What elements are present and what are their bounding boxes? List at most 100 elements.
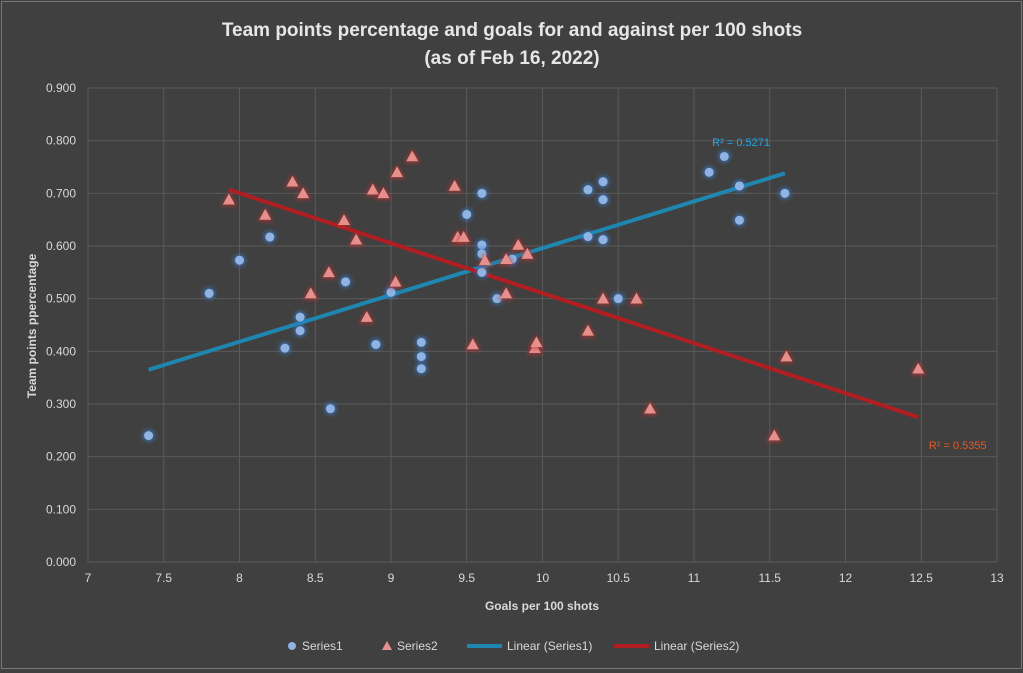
- trendline: [228, 187, 919, 420]
- data-point-series1: [734, 181, 744, 191]
- data-point-series2: [448, 179, 461, 191]
- data-point-series1: [325, 404, 335, 414]
- data-point-series2: [391, 166, 404, 178]
- y-tick-label: 0.100: [46, 502, 76, 516]
- chart-title-line1: Team points percentage and goals for and…: [222, 20, 802, 41]
- data-point-series1: [295, 312, 305, 322]
- r-squared-label: R² = 0.5355: [929, 440, 987, 452]
- data-point-series2: [500, 287, 513, 299]
- data-point-series1: [416, 364, 426, 374]
- data-point-series1: [204, 288, 214, 298]
- y-tick-label: 0.900: [46, 81, 76, 95]
- legend-label-trend1: Linear (Series1): [507, 639, 592, 653]
- legend-label-trend2: Linear (Series2): [654, 639, 739, 653]
- data-point-series2: [297, 187, 310, 199]
- x-tick-label: 12: [839, 571, 853, 585]
- data-point-series2: [222, 193, 235, 205]
- data-point-series2: [780, 350, 793, 362]
- y-tick-label: 0.700: [46, 186, 76, 200]
- data-point-series1: [477, 267, 487, 277]
- data-point-series1: [386, 287, 396, 297]
- x-tick-label: 13: [990, 571, 1004, 585]
- data-point-series2: [360, 311, 373, 322]
- data-point-series2: [286, 175, 299, 187]
- y-tick-label: 0.800: [46, 134, 76, 148]
- x-tick-label: 12.5: [910, 571, 934, 585]
- data-point-series2: [457, 231, 470, 242]
- y-tick-label: 0.400: [46, 344, 76, 358]
- trendline: [148, 171, 786, 372]
- data-point-series1: [371, 339, 381, 349]
- data-point-series1: [704, 167, 714, 177]
- data-point-series1: [583, 232, 593, 242]
- x-tick-label: 11.5: [759, 571, 782, 585]
- data-point-series2: [478, 254, 491, 266]
- data-point-series2: [259, 208, 272, 220]
- data-point-series2: [530, 336, 543, 348]
- chart-title-line2: (as of Feb 16, 2022): [424, 48, 599, 69]
- data-point-series2: [500, 253, 513, 264]
- data-point-series1: [477, 240, 487, 250]
- data-point-series1: [265, 232, 275, 242]
- data-point-series1: [492, 294, 502, 304]
- legend-marker-series2: [382, 641, 392, 650]
- data-point-series2: [597, 292, 610, 304]
- legend-marker-series1: [288, 642, 296, 650]
- data-point-series2: [521, 247, 534, 259]
- data-point-series1: [598, 195, 608, 205]
- y-axis-label: Team points ppercentage: [25, 253, 39, 398]
- data-point-series2: [512, 238, 525, 250]
- y-tick-label: 0.200: [46, 450, 76, 464]
- data-point-series1: [280, 343, 290, 353]
- x-tick-label: 10.5: [607, 571, 631, 585]
- data-point-series2: [389, 275, 402, 287]
- data-point-series2: [644, 402, 657, 414]
- data-point-series1: [719, 151, 729, 161]
- data-point-series1: [341, 277, 351, 287]
- data-point-series1: [462, 209, 472, 219]
- data-point-series1: [416, 352, 426, 362]
- y-tick-label: 0.300: [46, 397, 76, 411]
- legend-label-series2: Series2: [397, 639, 438, 653]
- x-tick-label: 9.5: [458, 571, 475, 585]
- data-point-series1: [235, 255, 244, 265]
- data-point-series1: [613, 294, 623, 304]
- r-squared-label: R² = 0.5271: [712, 137, 770, 149]
- y-tick-label: 0.000: [46, 555, 76, 569]
- data-point-series1: [598, 235, 608, 245]
- data-point-series1: [598, 177, 608, 187]
- y-tick-label: 0.600: [46, 239, 76, 253]
- data-point-series1: [583, 185, 593, 195]
- data-point-series2: [377, 187, 390, 199]
- data-point-series2: [322, 266, 335, 278]
- data-point-series2: [304, 287, 317, 299]
- data-point-series1: [477, 188, 487, 198]
- data-point-series2: [466, 338, 479, 350]
- data-point-series1: [416, 337, 426, 347]
- x-axis-label: Goals per 100 shots: [485, 599, 599, 613]
- x-tick-label: 7.5: [155, 571, 172, 585]
- data-point-series2: [366, 183, 379, 195]
- x-tick-label: 8.5: [307, 571, 324, 585]
- data-point-series1: [780, 188, 790, 198]
- data-point-series1: [144, 431, 154, 441]
- data-point-series2: [581, 324, 594, 336]
- x-tick-label: 9: [388, 571, 395, 585]
- data-point-series2: [350, 233, 363, 245]
- x-tick-label: 10: [536, 571, 550, 585]
- data-point-series1: [734, 215, 744, 225]
- data-point-series2: [338, 214, 351, 225]
- data-point-series2: [768, 429, 781, 441]
- legend-label-series1: Series1: [302, 639, 343, 653]
- data-point-series2: [630, 292, 643, 304]
- data-point-series2: [912, 362, 925, 374]
- legend: Series1 Series2 Linear (Series1) Linear (Se…: [288, 639, 739, 653]
- data-point-series2: [406, 150, 419, 162]
- x-tick-label: 8: [236, 571, 243, 585]
- data-point-series1: [295, 326, 305, 336]
- y-tick-label: 0.500: [46, 292, 76, 306]
- x-tick-label: 7: [85, 571, 92, 585]
- x-tick-label: 11: [688, 571, 701, 585]
